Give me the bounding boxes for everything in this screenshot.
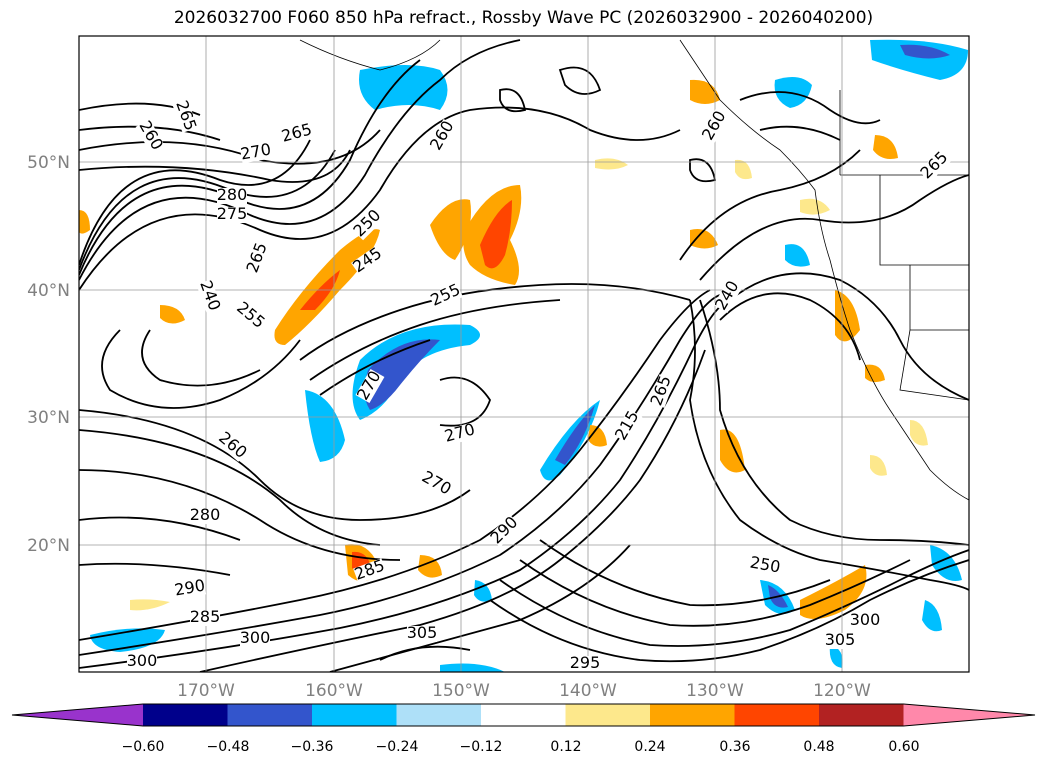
colorbar-tick-label: 0.60 — [888, 739, 919, 755]
colorbar-tick-label: −0.12 — [460, 739, 503, 755]
contour-label-background — [280, 122, 314, 146]
colorbar-swatch — [481, 704, 566, 726]
contour-label-background — [613, 409, 643, 443]
lon-label: 140°W — [559, 681, 617, 701]
contour-label-background — [429, 282, 463, 310]
contour-label-background — [570, 656, 600, 672]
longitude-labels: 170°W 160°W 150°W 140°W 130°W 120°W — [177, 681, 871, 701]
contour-label-background — [918, 149, 952, 183]
contour-label-background — [428, 119, 458, 153]
contour-label: 285 — [190, 607, 221, 626]
contour-label-background — [351, 207, 385, 241]
contour-label-background — [172, 99, 198, 133]
colorbar-tick-label: 0.12 — [550, 739, 581, 755]
contour-label-background — [713, 279, 743, 313]
lon-label: 150°W — [432, 681, 490, 701]
contour-label-background — [407, 626, 437, 642]
plot-frame — [78, 35, 970, 673]
colorbar-tick-label: 0.36 — [719, 739, 750, 755]
plot-area — [79, 36, 969, 672]
contour-label-background — [196, 279, 222, 313]
lat-label: 20°N — [27, 536, 70, 556]
colorbar-tick-label: −0.60 — [122, 739, 165, 755]
map-title: 2026032700 F060 850 hPa refract., Rossby… — [173, 8, 874, 28]
colorbar-swatch — [734, 704, 820, 726]
lat-label: 30°N — [27, 408, 70, 428]
colorbar-tick-label: 0.48 — [803, 739, 834, 755]
colorbar-extend-low — [12, 704, 143, 726]
contour-label-background — [240, 631, 270, 647]
colorbar-swatch — [650, 704, 735, 726]
latitude-labels: 50°N 40°N 30°N 20°N — [27, 153, 70, 556]
contour-label: 295 — [570, 653, 601, 672]
contour-label-background — [173, 578, 207, 600]
contour-label-background — [488, 514, 522, 548]
colorbar-tick-label: −0.48 — [207, 739, 250, 755]
contour-label-background — [850, 613, 880, 629]
colorbar-tick-labels: −0.60 −0.48 −0.36 −0.24 −0.12 0.12 0.24 … — [122, 739, 920, 755]
contour-label-background — [245, 241, 271, 275]
contour-label: 275 — [217, 204, 248, 223]
contour-label-background — [443, 422, 477, 446]
lat-label: 50°N — [27, 153, 70, 173]
contour-label-background — [649, 374, 675, 408]
contour-label: 280 — [217, 185, 248, 204]
coastlines — [299, 39, 969, 501]
contour-label-background — [353, 558, 387, 584]
contour-label: 305 — [825, 630, 856, 649]
contour-label: 280 — [190, 505, 221, 524]
colorbar-swatch — [819, 704, 904, 726]
contour-label-background — [127, 654, 157, 670]
lon-label: 120°W — [813, 681, 871, 701]
colorbar-extend-high — [903, 704, 1035, 726]
colorbar — [11, 703, 1036, 727]
contour-label-background — [190, 610, 220, 626]
colorbar-tick-label: −0.36 — [291, 739, 334, 755]
colorbar-swatch — [396, 704, 482, 726]
lat-label: 40°N — [27, 281, 70, 301]
contour-label-background — [355, 369, 385, 403]
contour-label-background — [748, 555, 782, 577]
contour-label: 300 — [127, 651, 158, 670]
contour-label-background — [217, 188, 247, 204]
contour-label: 300 — [850, 610, 881, 629]
contour-label-background — [135, 119, 165, 153]
contour-label-background — [190, 508, 220, 524]
lon-label: 130°W — [686, 681, 744, 701]
contour-label-background — [419, 469, 453, 499]
colorbar-tick-label: 0.24 — [634, 739, 665, 755]
colorbar-swatch — [143, 704, 228, 726]
contour-label-background — [215, 430, 249, 462]
contour-label: 305 — [407, 623, 438, 642]
lon-label: 160°W — [305, 681, 363, 701]
contour-label-background — [239, 142, 273, 164]
contour-label-background — [217, 207, 247, 223]
colorbar-swatch — [312, 704, 397, 726]
contour-label-background — [825, 633, 855, 649]
contour-label-background — [233, 300, 267, 332]
contour-label-background — [700, 109, 730, 143]
contour-label-background — [351, 245, 385, 277]
lon-label: 170°W — [177, 681, 235, 701]
colorbar-tick-label: −0.24 — [376, 739, 419, 755]
colorbar-outline — [11, 703, 1036, 727]
colorbar-swatch — [227, 704, 313, 726]
colorbar-swatch — [565, 704, 651, 726]
contour-label: 300 — [240, 628, 271, 647]
